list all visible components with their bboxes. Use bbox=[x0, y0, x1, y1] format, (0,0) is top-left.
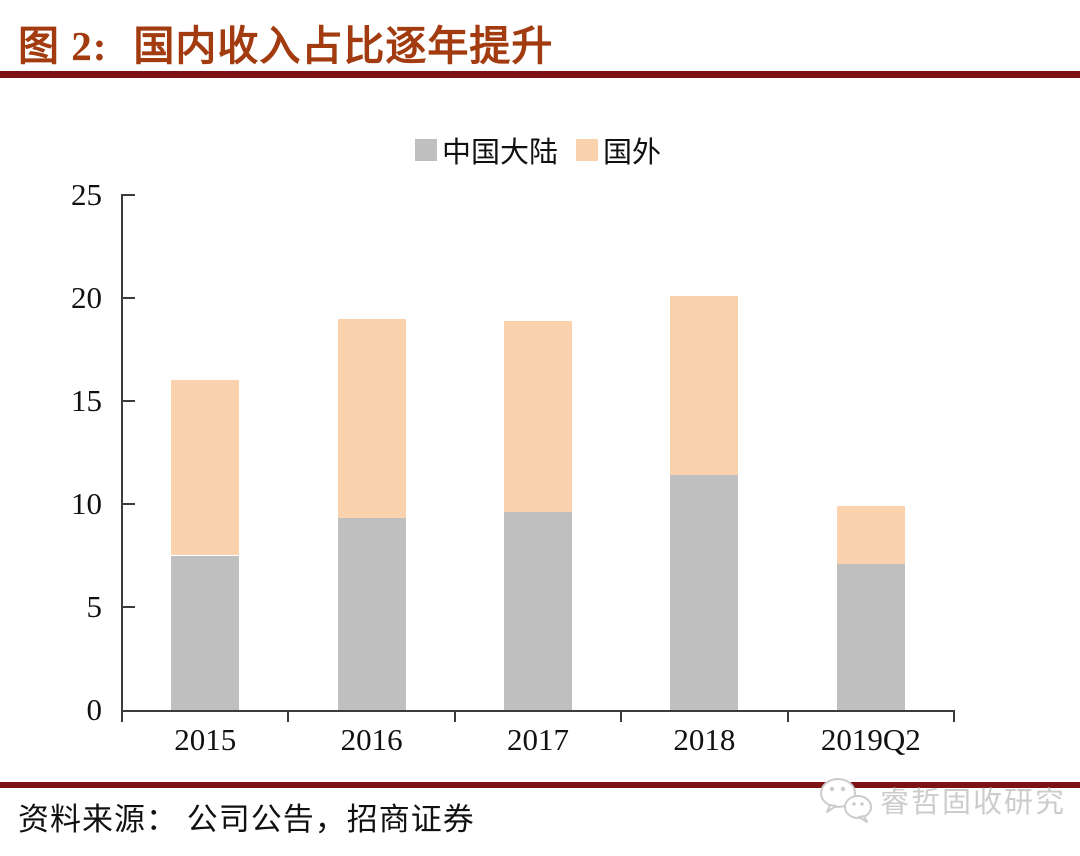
x-axis-category-label: 2015 bbox=[174, 722, 237, 757]
bar-segment-overseas bbox=[337, 318, 406, 519]
bar-segment-domestic bbox=[670, 475, 739, 710]
legend-label: 国外 bbox=[603, 137, 662, 169]
legend-swatch bbox=[576, 139, 598, 161]
bar-segment-overseas bbox=[836, 506, 905, 564]
source-note: 资料来源： 公司公告，招商证券 bbox=[18, 802, 475, 837]
x-axis-category-label: 2016 bbox=[340, 722, 403, 757]
watermark: 睿哲固收研究 bbox=[818, 776, 1066, 824]
bar-segment-overseas bbox=[670, 295, 739, 476]
y-axis-label: 20 bbox=[71, 280, 102, 315]
figure-number: 图 2: bbox=[18, 23, 108, 69]
bar-segment-domestic bbox=[836, 563, 905, 710]
x-axis-category-label: 2017 bbox=[506, 722, 569, 757]
x-axis-line bbox=[121, 710, 955, 712]
x-axis-category-label: 2018 bbox=[673, 722, 736, 757]
title-underline bbox=[0, 71, 1080, 78]
figure-header: 图 2: 国内收入占比逐年提升 bbox=[18, 12, 553, 72]
y-axis-tick bbox=[123, 503, 135, 505]
y-axis-label: 25 bbox=[71, 177, 102, 212]
figure-title: 国内收入占比逐年提升 bbox=[133, 23, 554, 69]
y-axis-tick bbox=[123, 606, 135, 608]
bar-segment-domestic bbox=[171, 555, 240, 710]
legend-label: 中国大陆 bbox=[441, 137, 558, 169]
watermark-text: 睿哲固收研究 bbox=[879, 787, 1066, 819]
y-axis-tick bbox=[123, 400, 135, 402]
x-axis-tick bbox=[786, 712, 789, 722]
chart-legend: 中国大陆 国外 bbox=[122, 129, 954, 171]
bar-segment-overseas bbox=[171, 380, 240, 556]
x-axis-tick bbox=[121, 712, 123, 722]
bar-segment-domestic bbox=[337, 518, 406, 710]
x-axis-category-label: 2019Q2 bbox=[820, 722, 921, 757]
bar-segment-overseas bbox=[504, 320, 572, 513]
y-axis-label: 0 bbox=[86, 692, 103, 727]
y-axis-label: 5 bbox=[86, 589, 103, 624]
legend-item-domestic: 中国大陆 bbox=[414, 129, 558, 171]
x-axis-tick bbox=[287, 712, 290, 722]
legend-swatch bbox=[414, 139, 437, 161]
y-axis-tick bbox=[123, 297, 135, 299]
bar-segment-domestic bbox=[504, 512, 572, 710]
y-axis-line bbox=[121, 194, 123, 711]
y-axis-label: 10 bbox=[71, 486, 102, 521]
x-axis-tick bbox=[953, 712, 955, 722]
y-axis-label: 15 bbox=[71, 383, 102, 418]
y-axis-tick bbox=[123, 194, 135, 196]
x-axis-tick bbox=[453, 712, 456, 722]
legend-item-overseas: 国外 bbox=[576, 129, 661, 171]
wechat-icon bbox=[819, 778, 872, 823]
footer-rule bbox=[0, 782, 1080, 788]
x-axis-tick bbox=[620, 712, 623, 722]
